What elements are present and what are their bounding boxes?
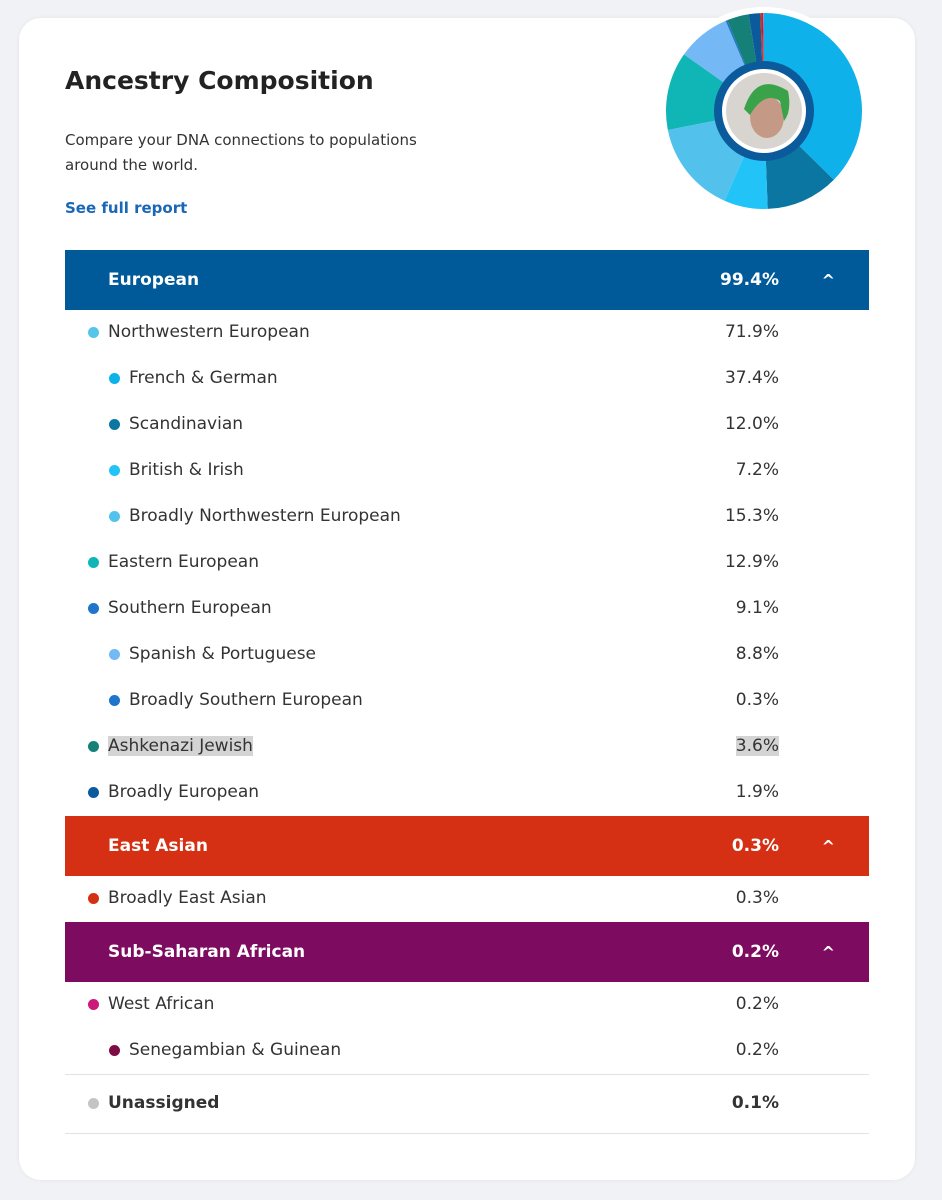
- list-item: Broadly European 1.9%: [65, 770, 869, 816]
- ancestry-donut-chart: [660, 7, 868, 215]
- donut-segment: [763, 13, 764, 64]
- population-percent: 12.0%: [724, 414, 779, 434]
- population-label: French & German: [129, 368, 278, 388]
- color-dot-icon: [88, 787, 99, 798]
- description: Compare your DNA connections to populati…: [65, 131, 417, 174]
- color-dot-icon: [109, 373, 120, 384]
- population-label: Spanish & Portuguese: [129, 644, 317, 664]
- population-percent: 1.9%: [735, 782, 779, 802]
- color-dot-icon: [88, 893, 99, 904]
- donut-segment: [765, 144, 834, 209]
- group-header-east-asian[interactable]: East Asian 0.3% ^: [65, 816, 869, 876]
- population-label: Eastern European: [108, 552, 259, 572]
- unassigned-label: Unassigned: [108, 1093, 220, 1113]
- population-label: Senegambian & Guinean: [129, 1040, 342, 1060]
- group-label: Sub-Saharan African: [108, 942, 306, 962]
- color-dot-icon: [109, 511, 120, 522]
- donut-segment: [727, 14, 757, 67]
- population-percent: 0.3%: [735, 690, 779, 710]
- population-label: Broadly Southern European: [129, 690, 363, 710]
- population-percent: 8.8%: [735, 644, 779, 664]
- list-item: Eastern European 12.9%: [65, 540, 869, 586]
- ancestry-card: Ancestry Composition Compare your DNA co…: [19, 7, 915, 1180]
- donut-segment: [725, 20, 747, 67]
- list-item: British & Irish 7.2%: [65, 448, 869, 494]
- list-item: French & German 37.4%: [65, 356, 869, 402]
- see-full-report-link[interactable]: See full report: [65, 199, 188, 217]
- group-label: East Asian: [108, 836, 208, 856]
- population-percent: 3.6%: [735, 736, 779, 756]
- color-dot-icon: [88, 1098, 99, 1109]
- chevron-up-icon[interactable]: ^: [821, 942, 835, 962]
- population-percent: 12.9%: [724, 552, 779, 572]
- color-dot-icon: [88, 741, 99, 752]
- population-percent: 7.2%: [735, 460, 779, 480]
- population-percent: 0.2%: [735, 994, 779, 1014]
- population-label: Broadly European: [108, 782, 260, 802]
- color-dot-icon: [109, 649, 120, 660]
- population-label: West African: [108, 994, 215, 1014]
- color-dot-icon: [109, 1045, 120, 1056]
- population-label: Northwestern European: [108, 322, 310, 342]
- color-dot-icon: [88, 557, 99, 568]
- unassigned-percent: 0.1%: [731, 1093, 779, 1113]
- donut-segment: [724, 154, 768, 209]
- color-dot-icon: [88, 327, 99, 338]
- population-label: Broadly Northwestern European: [129, 506, 401, 526]
- color-dot-icon: [88, 603, 99, 614]
- avatar-face: [750, 96, 784, 138]
- group-label: European: [108, 270, 200, 290]
- list-item: Southern European 9.1%: [65, 586, 869, 632]
- list-item: Northwestern European 71.9%: [65, 310, 869, 356]
- group-percent: 0.3%: [731, 836, 779, 856]
- population-percent: 0.3%: [735, 888, 779, 908]
- page-title: Ancestry Composition: [65, 66, 374, 95]
- population-percent: 9.1%: [735, 598, 779, 618]
- donut-segment: [760, 13, 764, 64]
- population-label: Broadly East Asian: [108, 888, 267, 908]
- donut-segment: [666, 54, 725, 130]
- population-label: Southern European: [108, 598, 272, 618]
- color-dot-icon: [109, 465, 120, 476]
- chevron-up-icon[interactable]: ^: [821, 836, 835, 856]
- population-percent: 71.9%: [724, 322, 779, 342]
- list-item: Senegambian & Guinean 0.2%: [65, 1028, 869, 1074]
- list-item: Scandinavian 12.0%: [65, 402, 869, 448]
- population-label: British & Irish: [129, 460, 244, 480]
- color-dot-icon: [88, 999, 99, 1010]
- group-header-sub-saharan-african[interactable]: Sub-Saharan African 0.2% ^: [65, 922, 869, 982]
- donut-segment: [748, 13, 763, 64]
- donut-segment: [764, 13, 862, 180]
- population-label: Ashkenazi Jewish: [108, 736, 253, 756]
- ancestry-table: European 99.4% ^ Northwestern European 71.9%…: [65, 250, 869, 1134]
- group-header-european[interactable]: European 99.4% ^: [65, 250, 869, 310]
- group-percent: 0.2%: [731, 942, 779, 962]
- avatar-hair: [744, 84, 790, 121]
- donut-segment: [683, 20, 746, 84]
- list-item: Broadly East Asian 0.3%: [65, 876, 869, 922]
- unassigned-row: Unassigned 0.1%: [65, 1074, 869, 1134]
- list-item: Spanish & Portuguese 8.8%: [65, 632, 869, 678]
- list-item: Broadly Southern European 0.3%: [65, 678, 869, 724]
- chevron-up-icon[interactable]: ^: [821, 270, 835, 290]
- population-percent: 15.3%: [724, 506, 779, 526]
- population-percent: 37.4%: [724, 368, 779, 388]
- list-item: Ashkenazi Jewish 3.6%: [65, 724, 869, 770]
- population-label: Scandinavian: [129, 414, 244, 434]
- list-item: West African 0.2%: [65, 982, 869, 1028]
- group-percent: 99.4%: [720, 270, 779, 290]
- list-item: Broadly Northwestern European 15.3%: [65, 494, 869, 540]
- donut-segment: [762, 13, 764, 64]
- color-dot-icon: [109, 695, 120, 706]
- color-dot-icon: [109, 419, 120, 430]
- population-percent: 0.2%: [735, 1040, 779, 1060]
